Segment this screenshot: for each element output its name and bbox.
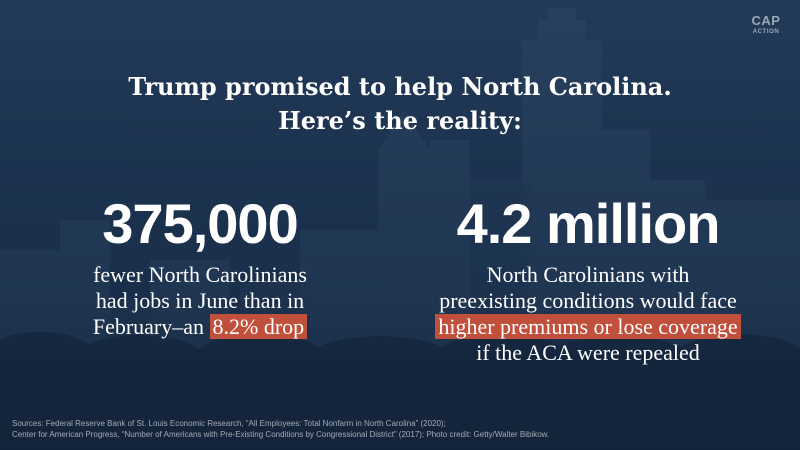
headline-line-2: Here’s the reality: <box>278 106 522 135</box>
jobs-stat-description: fewer North Carolinians had jobs in June… <box>30 262 370 340</box>
aca-stat-line-4: if the ACA were repealed <box>476 340 700 365</box>
aca-stat-number: 4.2 million <box>456 192 721 255</box>
sources-line-2: Center for American Progress, “Number of… <box>12 430 550 439</box>
jobs-stat: 375,000 fewer North Carolinians had jobs… <box>30 192 370 340</box>
aca-stat-description: North Carolinians with preexisting condi… <box>398 262 778 366</box>
aca-stat-line-1: North Carolinians with <box>486 262 690 287</box>
aca-stat-highlight: higher premiums or lose coverage <box>435 314 741 339</box>
jobs-stat-number: 375,000 <box>102 192 298 255</box>
jobs-stat-line-3: February–an 8.2% drop <box>30 314 370 340</box>
jobs-stat-line-2: had jobs in June than in <box>95 288 305 313</box>
aca-stat: 4.2 million North Carolinians with preex… <box>398 192 778 366</box>
jobs-stat-highlight: 8.2% drop <box>209 314 308 339</box>
jobs-stat-line-1: fewer North Carolinians <box>93 262 307 287</box>
sources-footnote: Sources: Federal Reserve Bank of St. Lou… <box>12 418 792 440</box>
sources-line-1: Sources: Federal Reserve Bank of St. Lou… <box>12 419 446 428</box>
jobs-stat-line-3-text: February–an <box>92 314 210 339</box>
aca-stat-line-3: higher premiums or lose coverage <box>398 314 778 340</box>
logo-line-2: ACTION <box>752 29 780 35</box>
cap-action-logo: CAP ACTION <box>750 14 782 35</box>
logo-line-1: CAP <box>751 13 781 28</box>
aca-stat-line-2: preexisting conditions would face <box>439 288 737 313</box>
headline-line-1: Trump promised to help North Carolina. <box>128 72 672 101</box>
headline: Trump promised to help North Carolina. H… <box>0 70 800 138</box>
